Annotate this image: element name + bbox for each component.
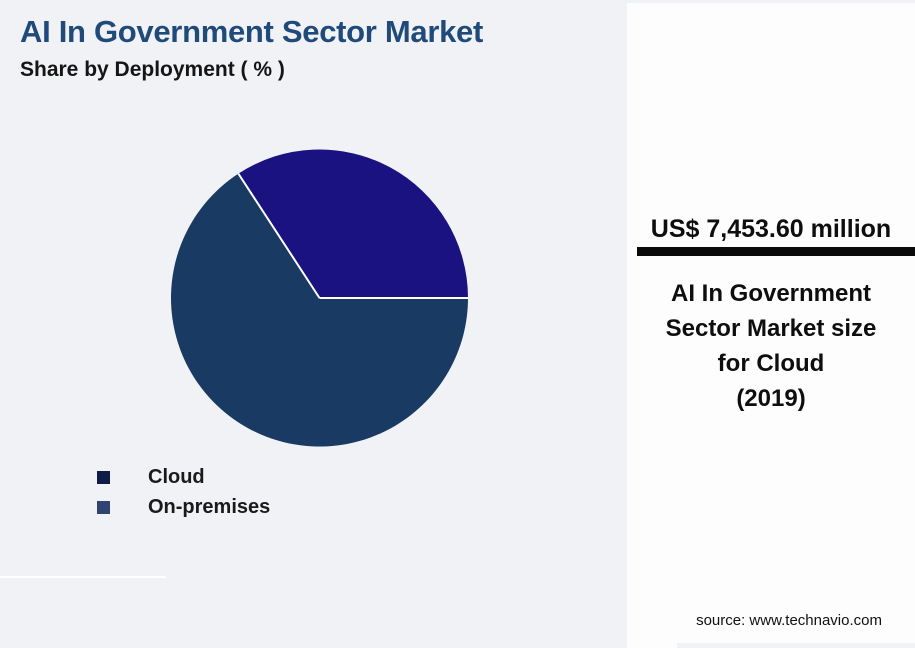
- legend-label-cloud: Cloud: [148, 465, 205, 488]
- legend-item-on-premises: On-premises: [97, 492, 270, 522]
- pie-chart: [171, 149, 468, 447]
- page-title: AI In Government Sector Market: [20, 14, 484, 49]
- slice-divider-line: [237, 173, 321, 299]
- source-text: source: www.technavio.com: [696, 612, 882, 629]
- legend-label-on-premises: On-premises: [148, 495, 271, 518]
- legend-swatch-cloud: [97, 470, 110, 484]
- page-subtitle: Share by Deployment ( % ): [20, 58, 285, 81]
- info-panel-notch: [627, 643, 677, 648]
- info-panel: [627, 3, 915, 643]
- legend-swatch-on-premises: [97, 500, 110, 514]
- legend: Cloud On-premises: [97, 462, 270, 522]
- legend-item-cloud: Cloud: [97, 462, 270, 492]
- market-caption: AI In Government Sector Market size for …: [665, 280, 877, 412]
- divider-line: [0, 576, 166, 578]
- panel-divider-bar: [637, 247, 915, 256]
- pie-slice-on-premises: [171, 173, 468, 447]
- market-value: US$ 7,453.60 million: [650, 215, 892, 243]
